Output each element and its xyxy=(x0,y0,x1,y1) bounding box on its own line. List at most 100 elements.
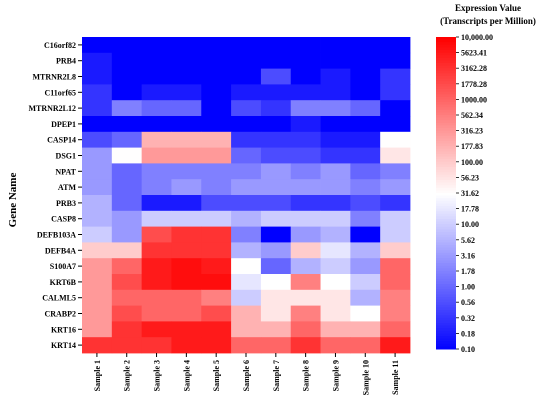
colorbar-segment xyxy=(436,307,456,311)
heatmap-cell xyxy=(82,321,113,338)
heatmap-cell xyxy=(260,147,292,164)
colorbar-tick-label: 0.18 xyxy=(461,329,475,338)
colorbar-segment xyxy=(436,128,456,132)
heatmap-cell xyxy=(350,195,381,212)
heatmap-cell xyxy=(290,52,321,69)
heatmap-cell xyxy=(260,100,292,117)
row-label: ATM xyxy=(58,183,77,192)
heatmap-cell xyxy=(231,116,262,133)
colorbar-segment xyxy=(436,151,456,155)
colorbar-segment xyxy=(436,117,456,121)
colorbar-segment xyxy=(436,81,456,85)
heatmap-cell xyxy=(320,163,351,180)
heatmap-cell xyxy=(201,195,232,212)
colorbar-segment xyxy=(436,122,456,126)
colorbar-segment xyxy=(436,289,456,293)
colorbar-tick-label: 5623.41 xyxy=(461,49,487,58)
heatmap-cell xyxy=(201,116,232,133)
heatmap-cell xyxy=(350,131,381,148)
colorbar-tick-label: 177.83 xyxy=(461,142,483,151)
heatmap-cell xyxy=(82,52,113,69)
colorbar-segment xyxy=(436,276,456,280)
colorbar-segment xyxy=(436,343,456,347)
colorbar-segment xyxy=(436,141,456,145)
heatmap-cell xyxy=(141,52,172,69)
heatmap-cell xyxy=(201,289,232,306)
heatmap-cell xyxy=(290,68,321,85)
heatmap-cell xyxy=(201,274,232,291)
heatmap-cell xyxy=(201,147,232,164)
heatmap-cell xyxy=(290,321,321,338)
row-label: CASP8 xyxy=(51,215,76,224)
heatmap-cell xyxy=(260,242,292,259)
heatmap-cell xyxy=(320,226,351,243)
heatmap-cell xyxy=(231,195,262,212)
heatmap-cell xyxy=(350,337,381,354)
colorbar-segment xyxy=(436,263,456,267)
heatmap-cell xyxy=(82,195,113,212)
colorbar-segment xyxy=(436,159,456,163)
colorbar-segment xyxy=(436,258,456,262)
heatmap-cell xyxy=(380,68,411,85)
colorbar-segment xyxy=(436,167,456,171)
colorbar-segment xyxy=(436,187,456,191)
colorbar-segment xyxy=(436,86,456,90)
heatmap-cell xyxy=(171,195,202,212)
heatmap-cell xyxy=(380,100,411,117)
heatmap-cell xyxy=(260,274,292,291)
colorbar-segment xyxy=(436,198,456,202)
heatmap-cell xyxy=(111,116,143,133)
colorbar-segment xyxy=(436,200,456,204)
colorbar-segment xyxy=(436,333,456,337)
heatmap-cell xyxy=(380,84,411,101)
column-labels: Sample 1 Sample 2 Sample 3 Sample 4 Sample 5… xyxy=(93,353,400,395)
heatmap-cell xyxy=(141,210,172,227)
colorbar-segment xyxy=(436,143,456,147)
column-label: Sample 7 xyxy=(272,360,281,391)
heatmap-cell xyxy=(111,305,143,322)
heatmap-cell xyxy=(380,274,411,291)
heatmap-cell xyxy=(320,84,351,101)
colorbar-segment xyxy=(436,286,456,290)
colorbar-segment xyxy=(436,330,456,334)
colorbar-segment xyxy=(436,239,456,243)
heatmap-cell xyxy=(111,210,143,227)
colorbar-segment xyxy=(436,78,456,82)
row-label: DEFB103A xyxy=(37,231,76,240)
colorbar-segment xyxy=(436,242,456,246)
heatmap-cell xyxy=(231,84,262,101)
heatmap-cell xyxy=(380,195,411,212)
heatmap-cell xyxy=(171,68,202,85)
heatmap-cell xyxy=(82,131,113,148)
heatmap-cell xyxy=(141,68,172,85)
colorbar-tick-label: 31.62 xyxy=(461,189,479,198)
heatmap-cell xyxy=(350,100,381,117)
heatmap-cell xyxy=(290,274,321,291)
heatmap-cell xyxy=(290,226,321,243)
colorbar-segment xyxy=(436,91,456,95)
colorbar-segment xyxy=(436,213,456,217)
colorbar-segment xyxy=(436,206,456,210)
heatmap-cell xyxy=(231,305,262,322)
colorbar-segment xyxy=(436,164,456,168)
heatmap-cell xyxy=(171,37,202,54)
heatmap-cell xyxy=(260,84,292,101)
colorbar-segment xyxy=(436,310,456,314)
colorbar-tick-label: 5.62 xyxy=(461,236,475,245)
heatmap-cell xyxy=(320,258,351,275)
colorbar-segment xyxy=(436,57,456,61)
heatmap-cell xyxy=(320,321,351,338)
heatmap-cell xyxy=(82,274,113,291)
colorbar-segment xyxy=(436,226,456,230)
heatmap-cell xyxy=(111,163,143,180)
colorbar-tick-label: 0.32 xyxy=(461,314,475,323)
heatmap-cell xyxy=(231,52,262,69)
colorbar-segment xyxy=(436,336,456,340)
colorbar-segment xyxy=(436,68,456,72)
heatmap-cell xyxy=(171,84,202,101)
heatmap-cell xyxy=(320,52,351,69)
heatmap-cell xyxy=(141,147,172,164)
heatmap-cell xyxy=(82,226,113,243)
row-label: S100A7 xyxy=(50,262,76,271)
